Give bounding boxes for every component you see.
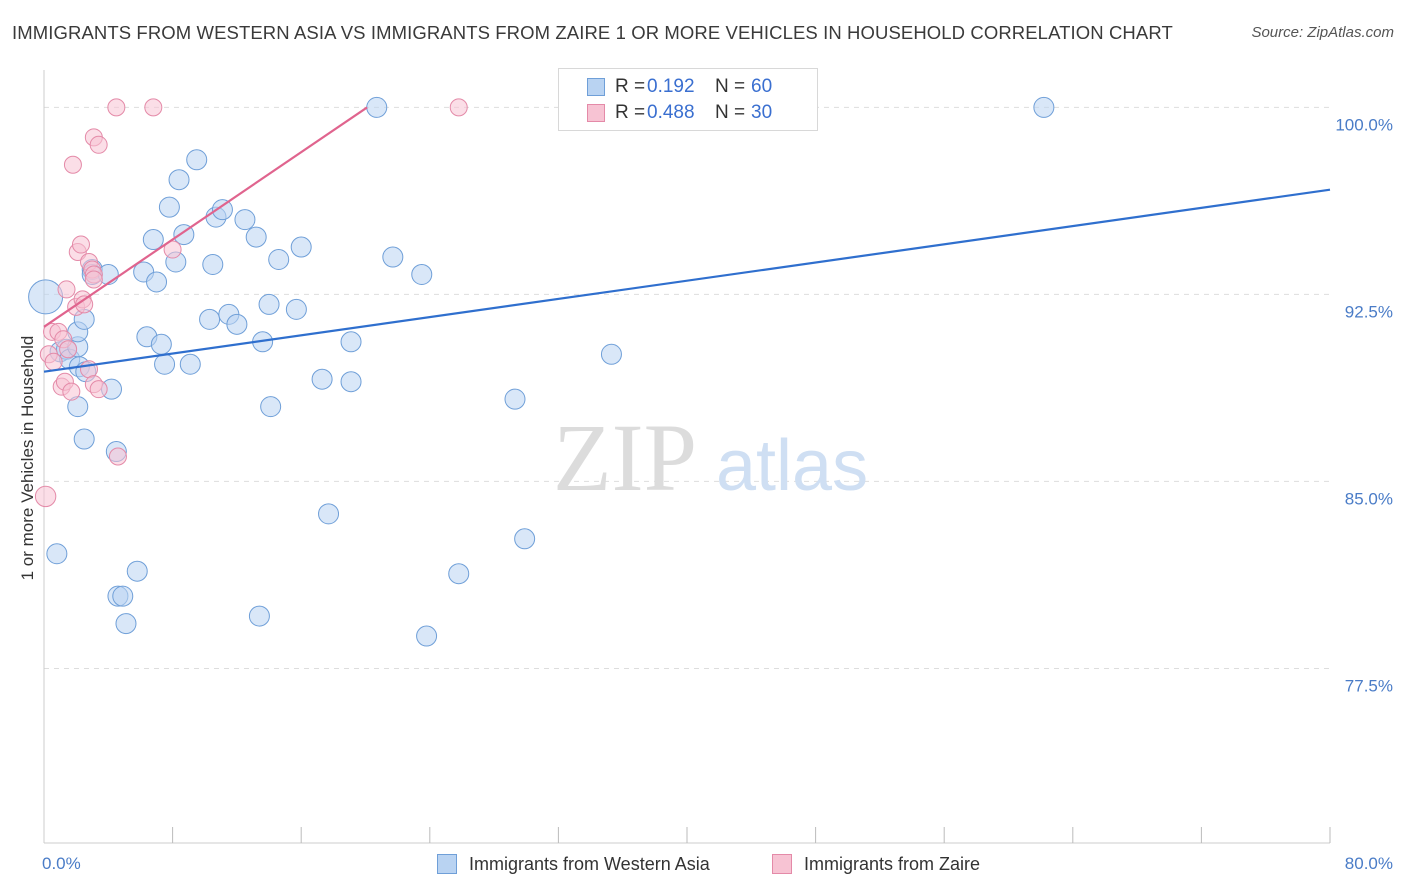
point-western-asia [448, 563, 470, 585]
point-western-asia [504, 388, 526, 410]
point-zaire [34, 485, 57, 508]
point-western-asia [226, 313, 248, 335]
point-western-asia [199, 308, 221, 330]
legend-swatch-blue [587, 78, 605, 96]
tick-labels: 100.0% 92.5% 85.0% 77.5% 0.0% 80.0% [42, 115, 1393, 873]
y-tick-label: 85.0% [1345, 489, 1393, 508]
point-zaire [44, 352, 63, 371]
point-western-asia [366, 96, 388, 118]
point-western-asia [340, 371, 362, 393]
point-western-asia [340, 331, 362, 353]
point-western-asia [154, 353, 176, 375]
x-tick-label: 80.0% [1345, 854, 1393, 873]
legend-swatch-pink [587, 104, 605, 122]
point-western-asia [46, 543, 68, 565]
point-western-asia [258, 293, 280, 315]
point-western-asia [411, 263, 433, 285]
legend-r-label: R = [615, 76, 646, 97]
point-zaire [71, 235, 90, 254]
watermark-atlas: atlas [716, 426, 868, 506]
legend-n-value: 30 [751, 102, 773, 123]
legend-n-value: 60 [751, 76, 773, 97]
point-western-asia [146, 271, 168, 293]
trend-line-western-asia [43, 188, 1331, 373]
point-western-asia [311, 368, 333, 390]
point-western-asia [73, 428, 95, 450]
point-western-asia [268, 249, 290, 271]
legend-row-western-asia: R = 0.192 N = 60 [587, 74, 772, 100]
y-axis-label: 1 or more Vehicles in Household [18, 336, 37, 581]
y-tick-label: 77.5% [1345, 676, 1393, 695]
point-western-asia [245, 226, 267, 248]
point-zaire [89, 135, 108, 154]
source-label: Source: ZipAtlas.com [1251, 24, 1394, 41]
point-western-asia [112, 585, 134, 607]
point-western-asia [318, 503, 340, 525]
point-western-asia [248, 605, 270, 627]
bottom-legend-label: Immigrants from Zaire [804, 853, 981, 874]
point-western-asia [150, 333, 172, 355]
point-zaire [163, 240, 182, 259]
legend-r-label: R = [615, 102, 646, 123]
point-western-asia [1033, 96, 1055, 118]
trend-lines [43, 106, 1331, 373]
point-western-asia [234, 209, 256, 231]
point-western-asia [168, 169, 190, 191]
point-zaire [144, 98, 163, 117]
point-western-asia [126, 560, 148, 582]
point-western-asia [260, 396, 282, 418]
point-western-asia [202, 253, 224, 275]
bottom-legend-swatch-pink [772, 854, 792, 874]
point-zaire [89, 380, 108, 399]
point-zaire [107, 98, 126, 117]
point-zaire [84, 270, 103, 289]
grid-lines [44, 106, 1330, 669]
point-zaire [62, 382, 81, 401]
data-points [28, 96, 1055, 647]
bottom-legend-swatch-blue [437, 854, 457, 874]
point-western-asia [514, 528, 536, 550]
legend-r-value: 0.192 [647, 76, 695, 97]
point-zaire [57, 280, 76, 299]
point-zaire [108, 447, 127, 466]
point-zaire [63, 155, 82, 174]
legend-r-value: 0.488 [647, 102, 695, 123]
stats-legend: R = 0.192 N = 60 R = 0.488 N = 30 [558, 68, 818, 131]
point-western-asia [186, 149, 208, 171]
y-tick-label: 100.0% [1335, 115, 1393, 134]
bottom-legend-zaire: Immigrants from Zaire [772, 852, 980, 876]
point-western-asia [142, 229, 164, 251]
watermark-zip: ZIP [553, 404, 697, 511]
chart-title: IMMIGRANTS FROM WESTERN ASIA VS IMMIGRAN… [12, 22, 1173, 43]
legend-row-zaire: R = 0.488 N = 30 [587, 100, 772, 126]
point-western-asia [382, 246, 404, 268]
point-zaire [59, 340, 78, 359]
axes [43, 70, 1331, 844]
point-zaire [80, 360, 99, 379]
point-western-asia [290, 236, 312, 258]
x-tick-label: 0.0% [42, 854, 81, 873]
point-zaire [449, 98, 468, 117]
point-western-asia [600, 343, 622, 365]
legend-n-label: N = [715, 102, 746, 123]
bottom-legend-label: Immigrants from Western Asia [469, 853, 710, 874]
point-western-asia [158, 196, 180, 218]
y-tick-label: 92.5% [1345, 302, 1393, 321]
bottom-legend-western-asia: Immigrants from Western Asia [437, 852, 710, 876]
point-western-asia [28, 279, 64, 315]
point-western-asia [211, 199, 233, 221]
point-western-asia [115, 613, 137, 635]
point-western-asia [285, 298, 307, 320]
point-western-asia [179, 353, 201, 375]
trend-line-zaire [43, 106, 368, 328]
legend-n-label: N = [715, 76, 746, 97]
point-western-asia [416, 625, 438, 647]
